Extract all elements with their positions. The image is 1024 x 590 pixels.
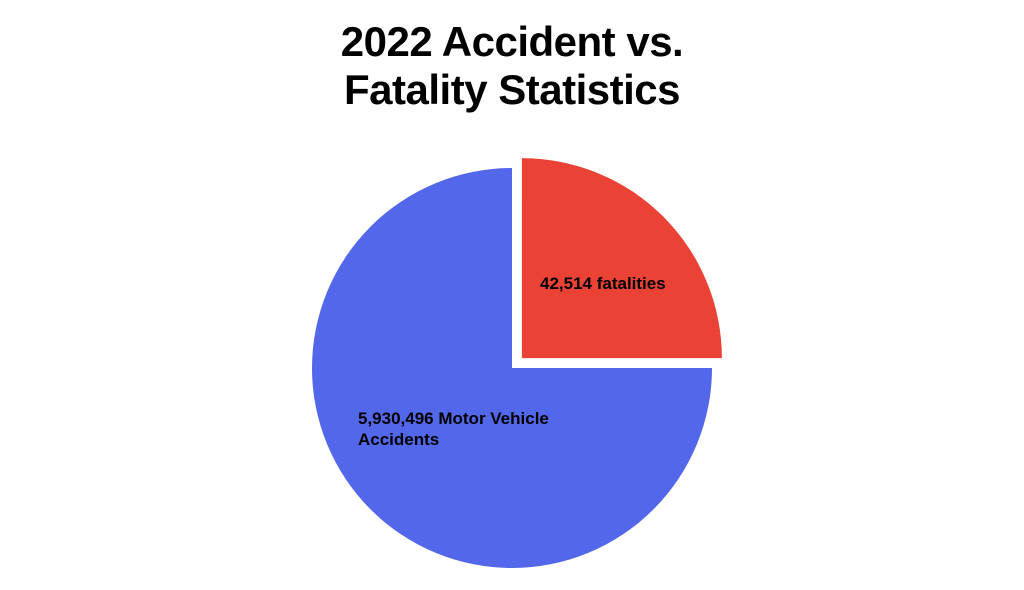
pie-slices (312, 158, 722, 568)
slice-label-accidents: 5,930,496 Motor Vehicle Accidents (358, 408, 558, 451)
pie-chart: 42,514 fatalities 5,930,496 Motor Vehicl… (292, 148, 732, 588)
pie-slice-fatalities (522, 158, 722, 358)
chart-title-line1: 2022 Accident vs. (341, 18, 683, 65)
slice-label-fatalities: 42,514 fatalities (540, 273, 710, 294)
chart-title: 2022 Accident vs. Fatality Statistics (0, 18, 1024, 115)
pie-svg (292, 148, 732, 588)
chart-title-line2: Fatality Statistics (344, 66, 680, 113)
